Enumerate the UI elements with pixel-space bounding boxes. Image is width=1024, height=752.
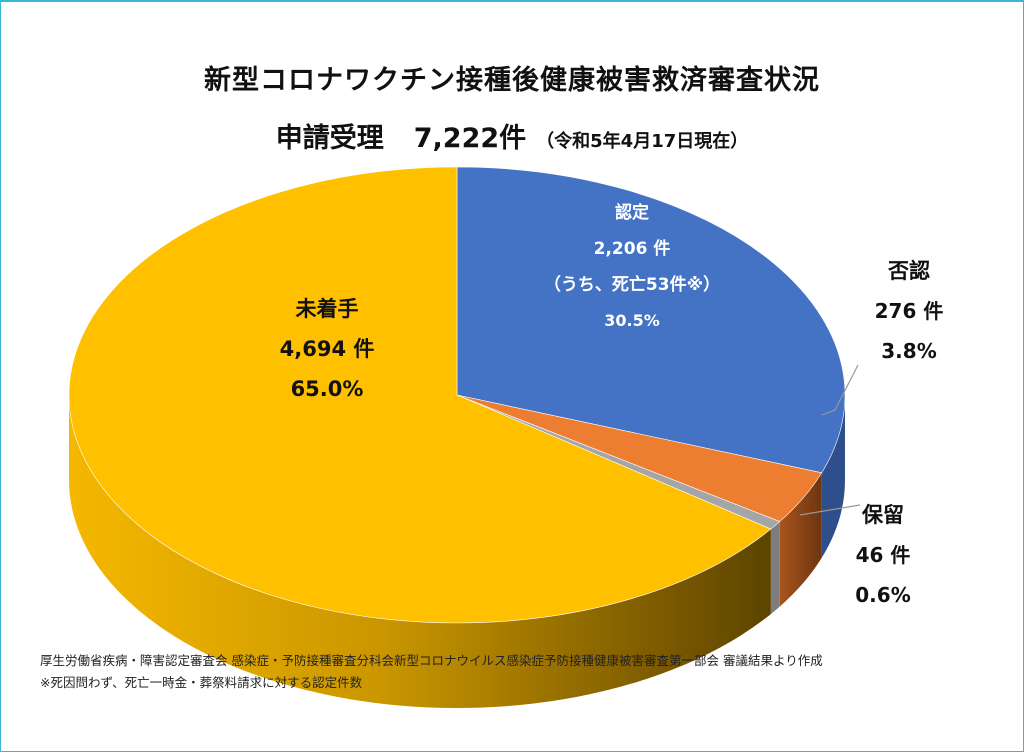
source-note: 厚生労働省疾病・障害認定審査会 感染症・予防接種審査分科会新型コロナウイルス感染…: [40, 653, 823, 668]
label-approved-name: 認定: [615, 202, 649, 223]
label-approved-count: 2,206 件: [594, 238, 671, 259]
label-unprocessed-count: 4,694 件: [280, 337, 375, 361]
subtitle-date: （令和5年4月17日現在）: [536, 131, 749, 152]
leader-line-denied: [821, 364, 859, 416]
label-denied-percent: 3.8%: [881, 339, 936, 363]
leader-line-pending: [799, 504, 861, 516]
footnotes: 厚生労働省疾病・障害認定審査会 感染症・予防接種審査分科会新型コロナウイルス感染…: [40, 650, 823, 694]
label-pending-name: 保留: [861, 503, 904, 527]
death-note: ※死因問わず、死亡一時金・葬祭料請求に対する認定件数: [40, 675, 363, 690]
label-denied-count: 276 件: [875, 299, 944, 323]
label-unprocessed-percent: 65.0%: [291, 377, 364, 401]
side-pending: [770, 521, 780, 615]
subtitle-total: 7,222件: [413, 123, 527, 154]
slice-labels: 認定 2,206 件 （うち、死亡53件※） 30.5% 否認 276 件 3.8% 保留 46…: [280, 202, 944, 607]
pie-top-slices: [68, 166, 846, 624]
chart-subtitle: 申請受理 7,222件 （令和5年4月17日現在）: [0, 116, 1024, 155]
label-pending-count: 46 件: [856, 543, 911, 567]
label-pending-percent: 0.6%: [855, 583, 910, 607]
subtitle-label: 申請受理: [275, 123, 384, 154]
leader-lines: [799, 364, 861, 516]
label-approved-percent: 30.5%: [604, 311, 660, 330]
label-unprocessed-name: 未着手: [296, 297, 359, 321]
side-unprocessed: [69, 395, 771, 708]
chart-title: 新型コロナワクチン接種後健康被害救済審査状況: [204, 65, 820, 96]
slice-approved: [456, 166, 846, 474]
side-denied: [779, 472, 822, 607]
label-approved-note: （うち、死亡53件※）: [544, 274, 720, 295]
label-denied-name: 否認: [888, 259, 930, 283]
slice-unprocessed: [68, 166, 772, 624]
